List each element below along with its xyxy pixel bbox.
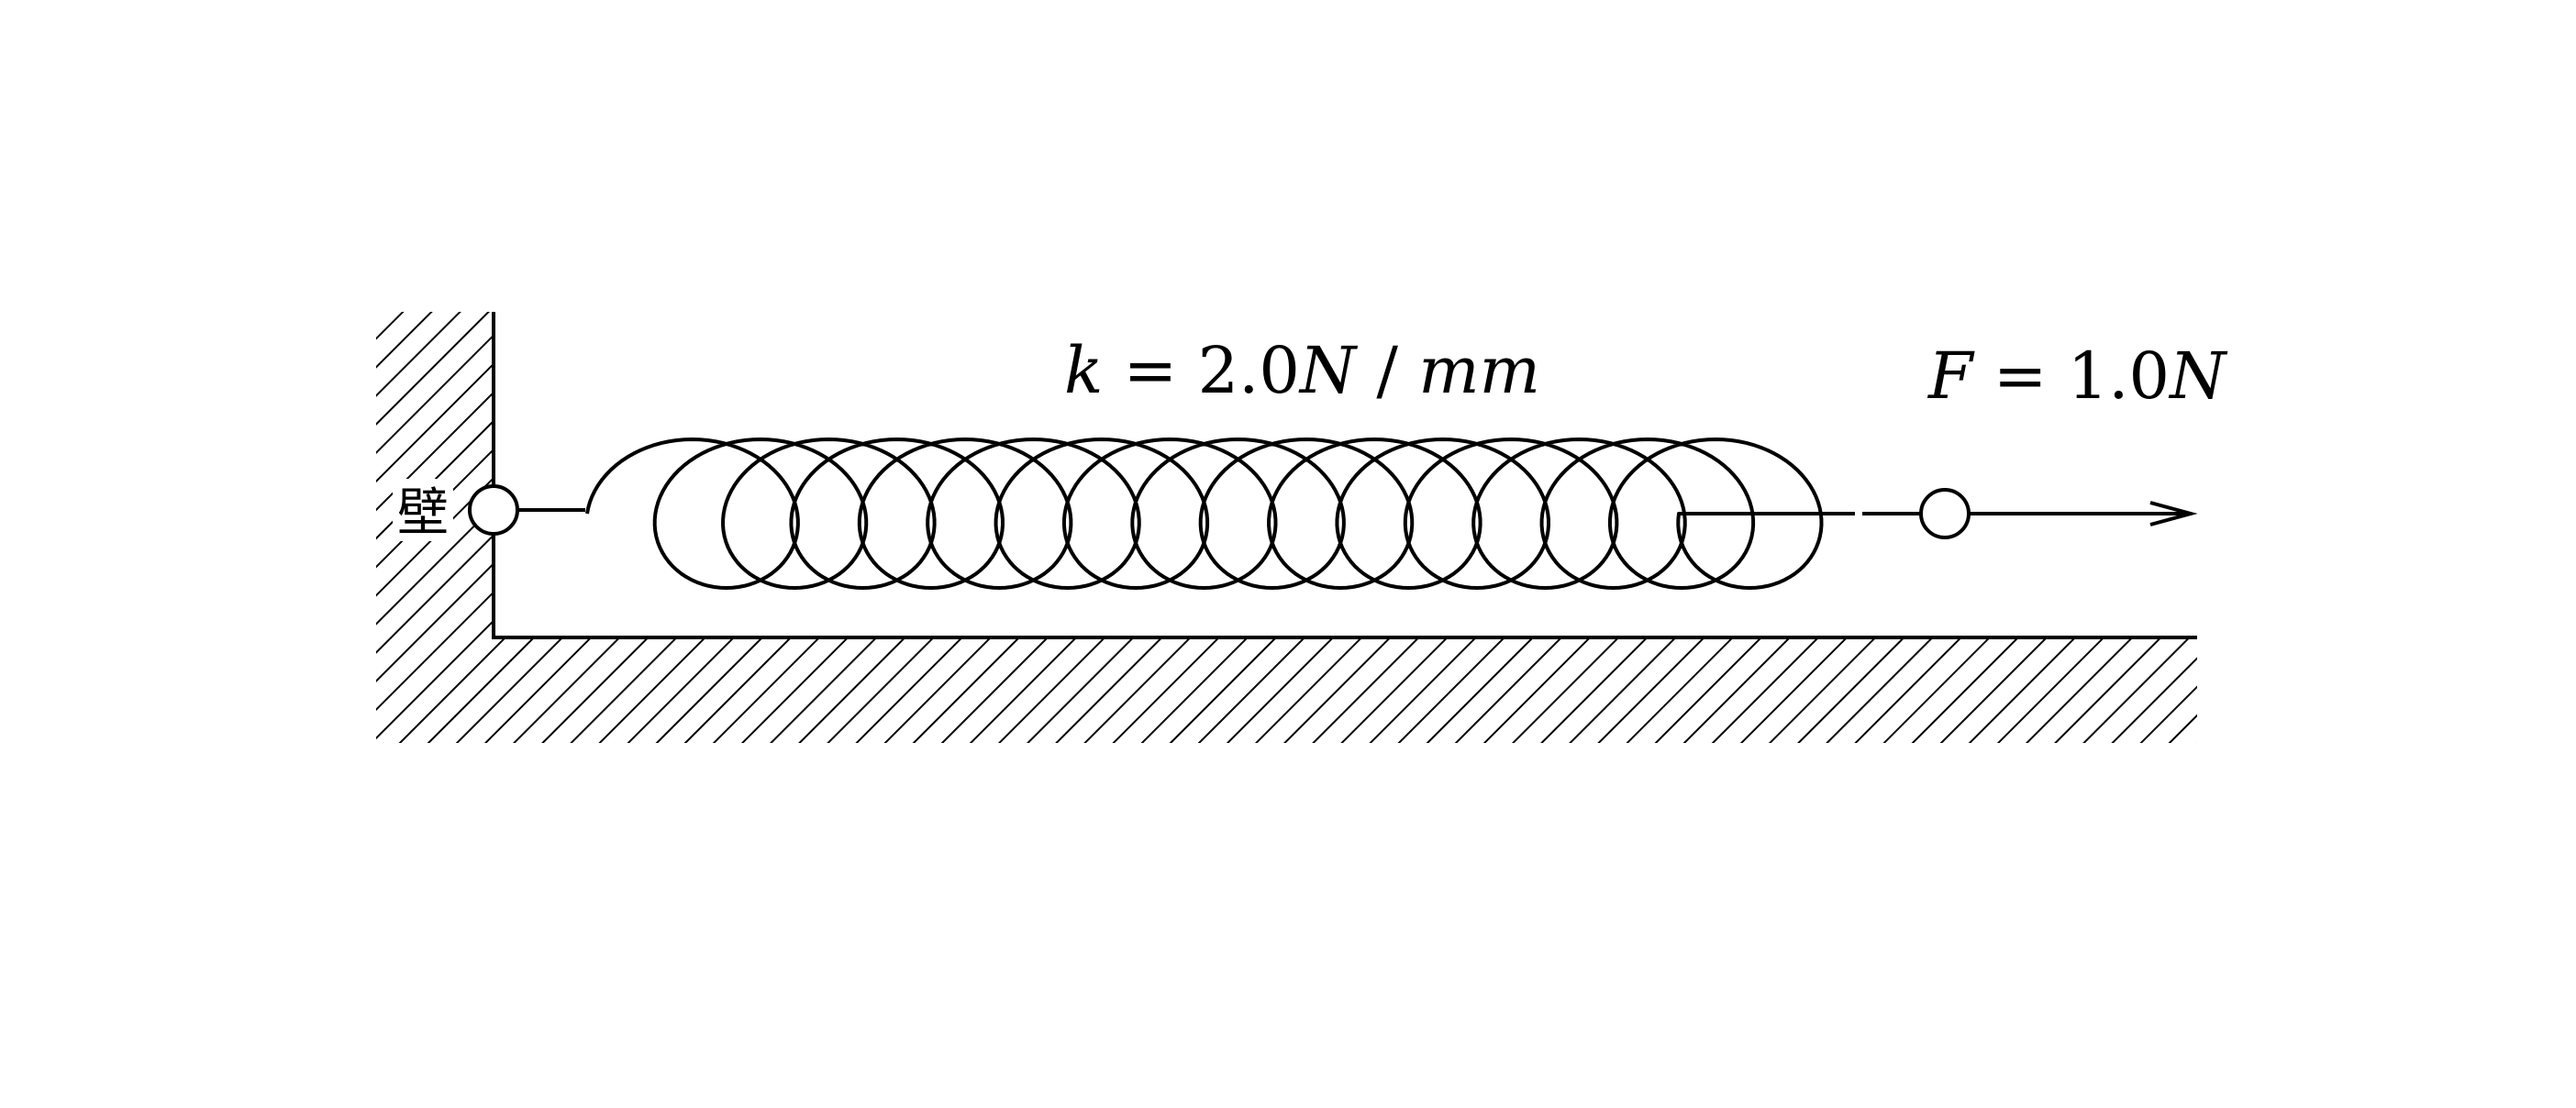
spring-constant-label: k = 2.0N / mm bbox=[1064, 333, 1540, 408]
spring bbox=[585, 438, 1855, 590]
wall-label-background bbox=[393, 479, 453, 541]
left-connector bbox=[468, 484, 585, 536]
force-value: 1.0 bbox=[2068, 338, 2170, 414]
right-attachment-ring bbox=[1919, 488, 1971, 539]
wall-surface-line bbox=[492, 312, 2197, 639]
force-label: F = 1.0N bbox=[1926, 338, 2228, 414]
force-unit-n: N bbox=[2168, 338, 2228, 414]
wall-label: 壁 bbox=[397, 483, 449, 543]
spring-equals: = bbox=[1103, 333, 1197, 408]
spring-unit-mm: mm bbox=[1418, 333, 1540, 408]
left-attachment-ring bbox=[468, 484, 519, 536]
wall-label-group: 壁 bbox=[393, 479, 453, 543]
right-connector bbox=[1862, 488, 2198, 539]
force-equals: = bbox=[1973, 338, 2068, 414]
spring-symbol: k bbox=[1064, 333, 1103, 408]
force-symbol: F bbox=[1926, 338, 1975, 414]
spring-slash: / bbox=[1356, 333, 1418, 408]
spring-unit-n: N bbox=[1298, 333, 1359, 408]
force-arrow-head bbox=[2149, 501, 2198, 526]
spring-value: 2.0 bbox=[1198, 333, 1300, 408]
